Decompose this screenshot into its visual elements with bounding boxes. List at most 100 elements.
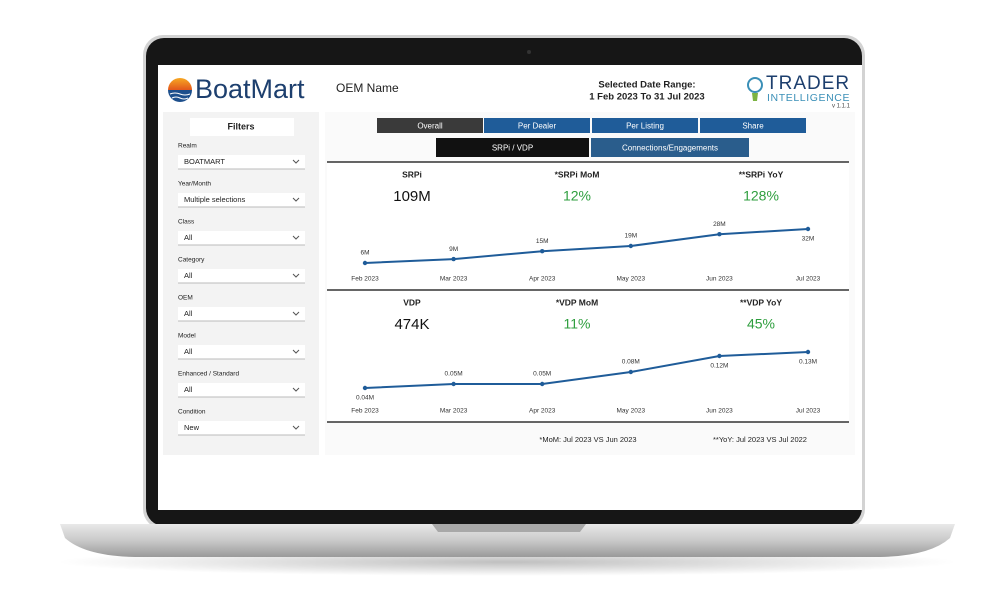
data-label: 19M [624, 233, 637, 240]
filter-title: Filters [227, 121, 254, 131]
kpi-value: 11% [564, 316, 591, 332]
tab-label: Share [742, 122, 764, 131]
bulb-base [752, 93, 758, 101]
chevron [292, 273, 300, 278]
dropdown-value: All [184, 309, 193, 318]
x-tick-label: Jul 2023 [796, 276, 821, 283]
bulb [747, 77, 763, 93]
dropdown[interactable] [178, 155, 305, 169]
kpi-value: 474K [394, 316, 429, 333]
tab-label: Connections/Engagements [622, 144, 718, 153]
kpi-label: *SRPi MoM [555, 169, 600, 179]
kpi-value: 109M [393, 188, 431, 205]
chevron [292, 197, 300, 202]
logo-waves [169, 92, 191, 100]
tab-label: Overall [417, 122, 443, 131]
data-label: 15M [536, 238, 549, 245]
point [805, 349, 811, 355]
filter-label: Class [178, 219, 195, 226]
point [628, 369, 633, 375]
tab[interactable] [591, 138, 749, 157]
laptop-base [60, 524, 955, 557]
data-label: 9M [449, 246, 458, 253]
version: v 1.1.1 [832, 104, 851, 110]
data-label: 0.04M [356, 395, 374, 402]
filter-label: OEM [178, 295, 193, 302]
data-label: 0.13M [799, 359, 817, 366]
dropdown[interactable] [178, 345, 305, 359]
dropdown[interactable] [178, 383, 305, 397]
line [364, 228, 809, 264]
tab[interactable] [700, 118, 806, 133]
filter-label: Year/Month [178, 181, 211, 188]
data-label: 0.05M [445, 371, 463, 378]
kpi-label: **SRPi YoY [739, 169, 784, 179]
tab-label: Per Listing [626, 122, 664, 131]
filter-label: Realm [178, 143, 197, 150]
x-tick-label: May 2023 [617, 408, 646, 415]
point [451, 381, 456, 387]
x-tick-label: Feb 2023 [351, 276, 379, 283]
filter-label: Model [178, 333, 196, 340]
point [628, 243, 633, 249]
point [717, 232, 722, 237]
x-tick-label: Jul 2023 [796, 408, 821, 415]
kpi-value: 45% [747, 316, 775, 332]
filter-label: Category [178, 257, 205, 264]
trader-logo: TRADER INTELLIGENCE v 1.1.1 [747, 73, 851, 110]
x-tick-label: Jun 2023 [706, 276, 733, 283]
logo-sun [168, 78, 192, 90]
kpi-value: 12% [563, 188, 591, 204]
x-tick-label: Apr 2023 [529, 408, 556, 415]
dropdown-value: All [184, 385, 193, 394]
logo-line1: TRADER [766, 73, 850, 94]
filter-label: Enhanced / Standard [178, 371, 239, 378]
chevron [292, 425, 300, 430]
line [364, 351, 809, 389]
footnote: **YoY: Jul 2023 VS Jul 2022 [713, 435, 807, 444]
notch [432, 524, 586, 532]
oem-name: OEM Name [336, 81, 399, 95]
kpi-label: VDP [403, 297, 421, 307]
data-label: 0.12M [710, 363, 728, 370]
filter-title-box [190, 118, 294, 136]
tab[interactable] [377, 118, 483, 133]
dropdown-value: New [184, 423, 200, 432]
kpi-value: 128% [743, 188, 779, 204]
tab[interactable] [484, 118, 590, 133]
point [451, 256, 456, 262]
chevron [292, 311, 300, 316]
point [717, 353, 722, 359]
boatmart-logo: BoatMart [168, 74, 305, 104]
dropdown-value: All [184, 271, 193, 280]
dropdown-value: All [184, 347, 193, 356]
logo-line2: INTELLIGENCE [767, 92, 850, 104]
point [362, 260, 368, 266]
camera [527, 50, 531, 54]
x-tick-label: Feb 2023 [351, 408, 379, 415]
tab[interactable] [436, 138, 589, 157]
x-tick-label: Apr 2023 [529, 276, 556, 283]
point [540, 249, 545, 254]
point [362, 385, 368, 391]
dropdown[interactable] [178, 231, 305, 245]
chevron [292, 159, 300, 164]
data-label: 32M [802, 236, 815, 243]
dropdown[interactable] [178, 269, 305, 283]
dropdown-value: All [184, 233, 193, 242]
dropdown[interactable] [178, 193, 305, 207]
data-label: 28M [713, 221, 726, 228]
point [805, 226, 811, 232]
tab[interactable] [592, 118, 698, 133]
brand-name: BoatMart [195, 74, 305, 104]
date-range-label: Selected Date Range: [598, 80, 695, 91]
dropdown-value: Multiple selections [184, 195, 246, 204]
data-label: 6M [360, 250, 369, 257]
dropdown[interactable] [178, 307, 305, 321]
x-tick-label: May 2023 [617, 276, 646, 283]
dropdown-value: BOATMART [184, 157, 225, 166]
kpi-label: SRPi [402, 169, 422, 179]
dropdown[interactable] [178, 421, 305, 435]
tab-label: Per Dealer [518, 122, 557, 131]
